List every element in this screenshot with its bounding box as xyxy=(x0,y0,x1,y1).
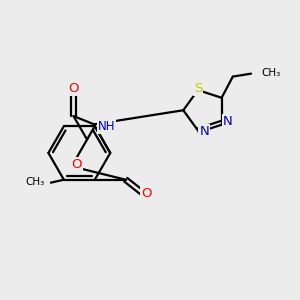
Text: NH: NH xyxy=(98,120,115,133)
Text: S: S xyxy=(194,82,202,95)
Text: CH₃: CH₃ xyxy=(26,177,45,187)
Text: N: N xyxy=(200,125,209,138)
Text: N: N xyxy=(223,115,233,128)
Text: O: O xyxy=(68,82,79,94)
Text: O: O xyxy=(141,187,152,200)
Text: CH₃: CH₃ xyxy=(262,68,281,78)
Text: O: O xyxy=(71,158,82,171)
